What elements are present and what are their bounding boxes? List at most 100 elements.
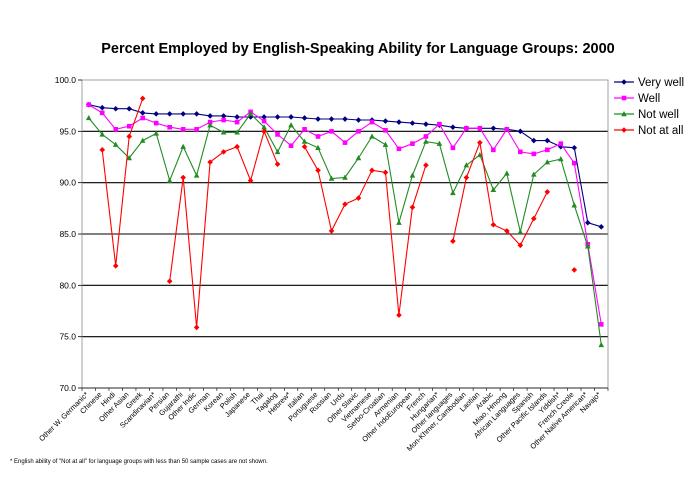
point-well-other-languages bbox=[450, 145, 456, 151]
point-not-well-russian bbox=[328, 175, 335, 181]
point-very-well-african-languages bbox=[517, 128, 524, 135]
point-very-well-polish bbox=[234, 114, 240, 120]
point-well-hungarian bbox=[437, 121, 442, 127]
point-not-well-french bbox=[423, 138, 429, 144]
y-axis: 70.0 75.0 80.0 85.0 90.0 95.0 100.0 bbox=[55, 75, 82, 393]
point-well-mon-khmer-cambodian bbox=[464, 125, 469, 131]
point-not-at-all-other-pacific-islands bbox=[544, 189, 551, 195]
point-not-well-other-languages bbox=[450, 189, 456, 196]
point-not-at-all-french-creole bbox=[571, 267, 578, 273]
series-not-at-all bbox=[99, 95, 578, 331]
point-very-well-other-indoeuropean bbox=[409, 120, 416, 126]
point-well-miao-hmong bbox=[504, 126, 510, 132]
point-not-well-spanish bbox=[531, 171, 537, 177]
y-tick-label-90-0: 90.0 bbox=[59, 178, 76, 188]
point-very-well-navajo bbox=[598, 224, 605, 230]
point-not-well-miao-hmong bbox=[504, 170, 510, 176]
series-line-not-at-all bbox=[101, 98, 144, 266]
point-well-hindi bbox=[113, 126, 119, 132]
point-not-at-all-tagalog bbox=[274, 161, 281, 167]
point-not-at-all-korean bbox=[220, 149, 227, 155]
point-well-greek bbox=[140, 115, 145, 121]
series-not-well bbox=[85, 110, 605, 348]
point-not-at-all-polish bbox=[234, 143, 240, 150]
point-not-well-hungarian bbox=[436, 140, 443, 146]
point-very-well-spanish bbox=[531, 137, 537, 144]
point-well-other-slavic bbox=[356, 129, 361, 134]
gridlines bbox=[82, 130, 608, 338]
point-very-well-german bbox=[207, 113, 213, 119]
point-well-german bbox=[207, 119, 213, 125]
point-not-well-hindi bbox=[112, 141, 119, 147]
point-not-at-all-other-languages bbox=[450, 238, 456, 244]
x-tick-label-other-w-germanic: Other W. Germanic* bbox=[37, 390, 90, 443]
point-not-well-mon-khmer-cambodian bbox=[463, 162, 470, 168]
point-not-at-all-persian bbox=[166, 278, 173, 285]
point-very-well-italian bbox=[301, 115, 308, 121]
point-not-at-all-serbo-croatian bbox=[382, 169, 389, 176]
point-well-persian bbox=[167, 124, 172, 130]
point-very-well-scandinavian bbox=[153, 111, 159, 117]
point-not-at-all-thai bbox=[261, 128, 267, 135]
point-not-well-other-native-american bbox=[584, 243, 591, 249]
point-well-african-languages bbox=[518, 149, 523, 155]
point-very-well-hebrew bbox=[288, 114, 294, 120]
point-not-at-all-other-asian bbox=[126, 133, 133, 140]
point-not-well-chinese bbox=[99, 131, 106, 137]
point-not-at-all-other-slavic bbox=[355, 195, 362, 201]
y-tick-label-95-0: 95.0 bbox=[59, 126, 76, 136]
legend-marker-not-at-all bbox=[621, 127, 627, 133]
series-well bbox=[86, 102, 604, 327]
point-well-arabic bbox=[491, 147, 496, 153]
point-well-hebrew bbox=[288, 143, 294, 149]
point-not-well-hebrew bbox=[288, 122, 294, 128]
point-not-at-all-french bbox=[423, 162, 429, 169]
y-tick-label-70-0: 70.0 bbox=[59, 383, 76, 393]
y-tick-label-100-0: 100.0 bbox=[55, 75, 77, 85]
point-not-at-all-chinese bbox=[99, 147, 106, 153]
point-not-at-all-portuguese bbox=[315, 167, 321, 174]
point-not-well-arabic bbox=[490, 186, 497, 193]
point-not-well-french-creole bbox=[571, 202, 578, 208]
legend-marker-very-well bbox=[621, 79, 627, 85]
point-not-well-navajo bbox=[598, 341, 605, 348]
point-well-korean bbox=[221, 117, 226, 123]
point-not-well-other-asian bbox=[126, 155, 133, 161]
point-not-well-other-indoeuropean bbox=[409, 172, 416, 178]
point-not-well-armenian bbox=[396, 219, 402, 225]
point-very-well-other-slavic bbox=[355, 117, 362, 123]
point-well-laotian bbox=[477, 125, 483, 131]
legend-marker-well bbox=[621, 95, 627, 101]
point-well-vietnamese bbox=[369, 119, 375, 125]
point-not-at-all-russian bbox=[328, 228, 335, 234]
point-not-at-all-other-indic bbox=[193, 324, 200, 331]
chart-title: Percent Employed by English-Speaking Abi… bbox=[101, 41, 615, 57]
point-well-armenian bbox=[396, 146, 402, 152]
point-very-well-serbo-croatian bbox=[382, 118, 389, 124]
point-not-well-scandinavian bbox=[153, 130, 159, 136]
point-not-well-other-w-germanic bbox=[85, 114, 92, 121]
point-very-well-french-creole bbox=[571, 144, 578, 151]
point-not-well-italian bbox=[301, 138, 308, 144]
series-line-not-at-all bbox=[169, 129, 279, 328]
point-not-well-japanese bbox=[247, 110, 254, 117]
point-not-well-african-languages bbox=[517, 228, 524, 235]
point-not-at-all-greek bbox=[139, 95, 146, 102]
point-well-french-creole bbox=[571, 160, 577, 166]
point-well-gujarathi bbox=[180, 126, 186, 132]
point-not-at-all-japanese bbox=[247, 177, 254, 184]
point-very-well-russian bbox=[328, 116, 335, 122]
point-well-polish bbox=[234, 119, 240, 125]
point-very-well-other-asian bbox=[126, 105, 133, 112]
point-not-at-all-other-indoeuropean bbox=[409, 204, 416, 211]
point-very-well-other-native-american bbox=[584, 219, 591, 226]
point-well-italian bbox=[302, 126, 307, 132]
point-not-at-all-vietnamese bbox=[369, 167, 375, 174]
point-not-well-greek bbox=[139, 137, 146, 143]
series-layer bbox=[85, 95, 605, 348]
point-very-well-hindi bbox=[112, 105, 119, 112]
point-not-at-all-hindi bbox=[112, 263, 119, 269]
point-well-chinese bbox=[99, 110, 105, 116]
point-not-well-portuguese bbox=[315, 144, 321, 150]
